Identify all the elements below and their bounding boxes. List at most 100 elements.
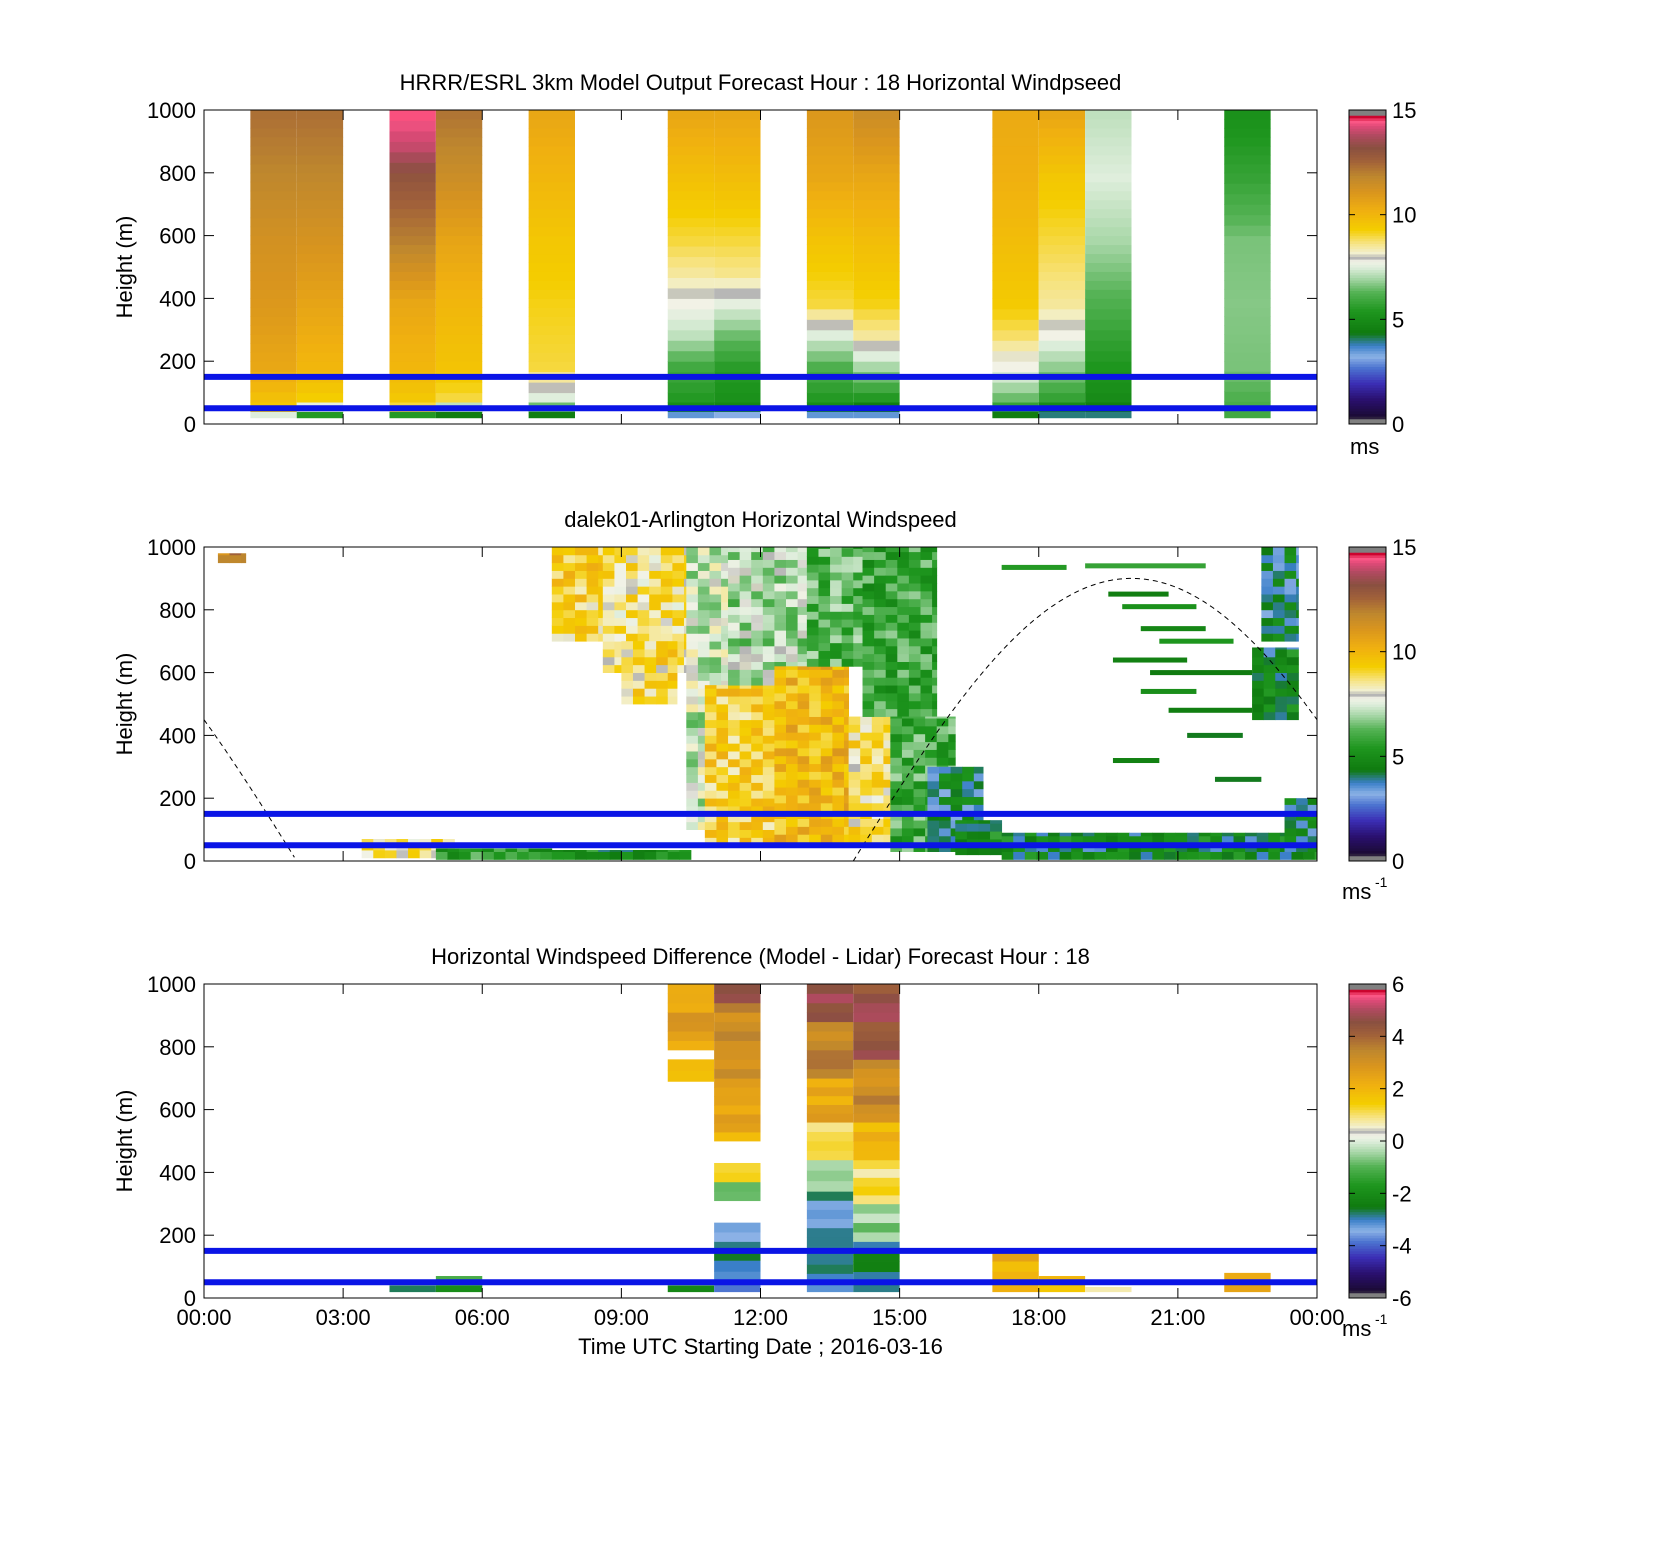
profile-cell — [992, 262, 1039, 272]
lidar-cell — [820, 826, 833, 835]
difference-cell — [806, 1264, 854, 1274]
lidar-cell — [728, 551, 741, 560]
colorbar-cell — [1349, 1117, 1386, 1121]
colorbar-cell — [1349, 777, 1386, 781]
profile-cell — [992, 329, 1039, 341]
lidar-cell — [774, 666, 787, 670]
difference-cell — [853, 1077, 900, 1087]
lidar-cell — [862, 693, 875, 702]
profile-cell — [714, 267, 761, 278]
lidar-cell — [751, 704, 764, 713]
lidar-cell — [716, 806, 729, 815]
lidar-cell — [908, 547, 921, 553]
profile-cell — [1038, 289, 1086, 299]
profile-cell — [714, 199, 761, 210]
lidar-cell — [1263, 647, 1276, 650]
profile-cell — [714, 277, 761, 289]
difference-cell — [714, 1114, 761, 1124]
lidar-cell — [614, 609, 627, 619]
lidar-cell — [728, 622, 741, 631]
lidar-cell — [1275, 704, 1288, 713]
lidar-cell — [709, 554, 722, 564]
lidar-cell — [739, 813, 752, 823]
lidar-cell — [843, 795, 850, 804]
lidar-cell — [728, 559, 741, 568]
lidar-cell — [832, 724, 845, 733]
colorbar-cell — [1349, 287, 1386, 292]
colorbar-cell — [1349, 649, 1386, 653]
lidar-cell — [874, 606, 887, 615]
lidar-cell — [925, 718, 938, 727]
lidar-cell — [883, 724, 891, 733]
lidar-cell — [697, 601, 710, 611]
profile-cell — [992, 190, 1039, 201]
lidar-cell — [686, 562, 699, 571]
lidar-cell — [598, 570, 604, 579]
lidar-cell — [920, 685, 933, 694]
profile-cell — [1224, 193, 1271, 205]
lidar-streak — [1108, 591, 1169, 597]
profile-cell — [435, 226, 483, 237]
lidar-cell — [1187, 832, 1200, 837]
lidar-cell — [667, 672, 678, 681]
lidar-cell — [1198, 851, 1211, 860]
colorbar-cell — [1349, 164, 1386, 169]
profile-cell — [992, 271, 1039, 281]
profile-cell — [250, 391, 297, 403]
colorbar-cell — [1349, 282, 1386, 286]
lidar-cell — [809, 787, 822, 796]
difference-cell — [714, 1181, 761, 1192]
lidar-cell — [890, 716, 903, 719]
lidar-cell — [1263, 688, 1276, 697]
lidar-streak — [1159, 638, 1234, 644]
lidar-cell — [1233, 835, 1246, 845]
lidar-cell — [575, 850, 587, 852]
lidar-cell — [885, 551, 898, 560]
colorbar-cell — [1349, 588, 1386, 592]
profile-cell — [296, 298, 344, 308]
colorbar-cell — [1349, 1046, 1386, 1050]
lidar-cell — [920, 547, 933, 553]
lidar-cell — [883, 834, 891, 843]
lidar-cell — [853, 579, 863, 589]
lidar-cell — [820, 795, 833, 804]
lidar-cell — [602, 578, 615, 587]
lidar-cell — [901, 773, 914, 782]
lidar-cell — [1284, 617, 1297, 626]
lidar-cell — [1296, 547, 1299, 556]
lidar-cell — [704, 821, 717, 830]
profile-cell — [1224, 127, 1271, 138]
lidar-cell — [1296, 625, 1299, 634]
colorbar-cell — [1349, 557, 1386, 561]
lidar-cell — [883, 740, 891, 749]
lidar-cell — [913, 828, 926, 837]
lidar-cell — [853, 548, 863, 557]
profile-cell — [435, 325, 483, 335]
profile-cell — [714, 172, 761, 183]
lidar-cell — [1252, 688, 1265, 697]
lidar-cell — [920, 606, 933, 615]
lidar-cell — [820, 779, 833, 788]
lidar-cell — [396, 839, 409, 843]
profile-cell — [1038, 145, 1086, 156]
lidar-cell — [697, 766, 710, 776]
lidar-cell — [739, 766, 752, 776]
boundary-layer-curve — [203, 577, 1318, 862]
colorbar-cell — [1349, 1156, 1386, 1160]
profile-cell — [1085, 118, 1132, 129]
lidar-cell — [1307, 835, 1318, 845]
lidar-cell — [1296, 835, 1309, 845]
lidar-cell — [1071, 835, 1084, 845]
lidar-cell — [716, 790, 729, 799]
lidar-cell — [874, 700, 887, 710]
profile-cell — [853, 319, 900, 331]
lidar-cell — [908, 661, 921, 670]
lidar-cell — [686, 617, 699, 626]
lidar-cell — [818, 556, 831, 565]
lidar-cell — [874, 677, 887, 686]
lidar-cell — [716, 696, 729, 705]
profile-cell — [528, 262, 575, 272]
lidar-cell — [1001, 851, 1014, 860]
colorbar-cell — [1349, 578, 1386, 582]
lidar-cell — [621, 680, 634, 689]
